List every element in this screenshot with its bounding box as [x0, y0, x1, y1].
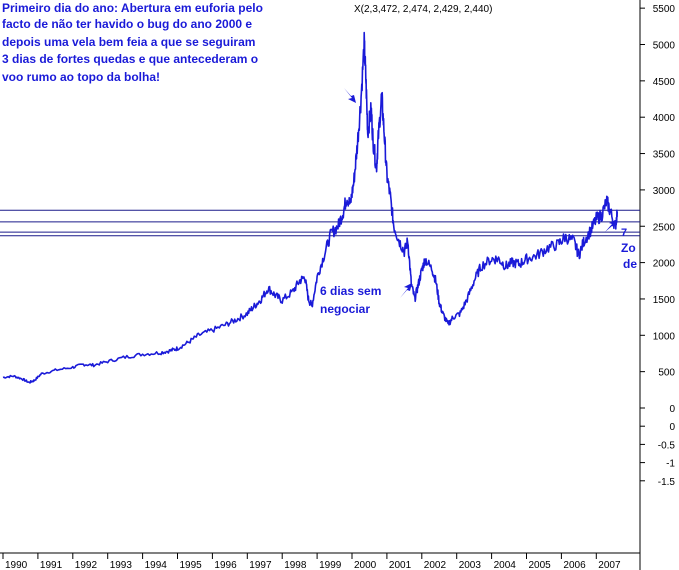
price-series — [2, 31, 618, 384]
y-tick-label: 3000 — [653, 186, 676, 197]
annotation-line: voo rumo ao topo da bolha! — [2, 70, 160, 84]
y-tick-label: 0 — [669, 422, 675, 433]
y-tick-label: 2000 — [653, 259, 676, 270]
x-tick-label: 1995 — [180, 560, 203, 570]
zone-mark: 7 — [621, 227, 627, 239]
mid-annotation: 6 dias sem negociar — [320, 284, 381, 316]
x-axis-ticks: 1990 1991 1992 1993 1994 1995 1996 1997 1998 1999… — [2, 553, 621, 570]
annotation-line: Zo — [621, 241, 636, 255]
x-tick-label: 1990 — [5, 560, 28, 570]
x-tick-label: 2005 — [529, 560, 552, 570]
x-tick-label: 2007 — [598, 560, 621, 570]
price-line — [2, 31, 618, 384]
y-tick-label: 4000 — [653, 113, 676, 124]
y-tick-label: 3500 — [653, 150, 676, 161]
x-tick-label: 2001 — [389, 560, 412, 570]
arrow-icon — [605, 220, 616, 232]
top-left-annotation: Primeiro dia do ano: Abertura em euforia… — [2, 1, 263, 84]
y-tick-label: 500 — [658, 368, 675, 379]
y-tick-label: 1000 — [653, 331, 676, 342]
annotation-line: depois uma vela bem feia a que se seguir… — [2, 35, 255, 49]
annotation-arrows — [344, 88, 616, 298]
y-tick-label: 0 — [669, 404, 675, 415]
arrow-icon — [344, 88, 356, 103]
x-tick-label: 1993 — [110, 560, 133, 570]
x-tick-label: 1991 — [40, 560, 63, 570]
x-tick-label: 1994 — [145, 560, 168, 570]
x-tick-label: 1999 — [319, 560, 342, 570]
y-axis-ticks: 5500500045004000350030002500200015001000… — [640, 4, 675, 488]
y-tick-label: 4500 — [653, 77, 676, 88]
annotation-line: negociar — [320, 302, 370, 316]
y-tick-label: -1 — [666, 459, 675, 470]
x-tick-label: 2004 — [494, 560, 517, 570]
annotation-line: Primeiro dia do ano: Abertura em euforia… — [2, 1, 263, 15]
plot-frame — [0, 0, 641, 570]
y-tick-label: 5500 — [653, 4, 676, 15]
x-tick-label: 2000 — [354, 560, 377, 570]
y-tick-label: 2500 — [653, 222, 676, 233]
horizontal-levels — [0, 209, 640, 237]
x-tick-label: 2006 — [563, 560, 586, 570]
y-tick-label: 5000 — [653, 41, 676, 52]
ohlc-readout: X(2,3,472, 2,474, 2,429, 2,440) — [354, 4, 492, 15]
x-tick-label: 2002 — [424, 560, 447, 570]
x-tick-label: 1998 — [284, 560, 307, 570]
x-tick-label: 1992 — [75, 560, 98, 570]
x-tick-label: 2003 — [459, 560, 482, 570]
y-tick-label: -1.5 — [658, 477, 676, 488]
x-tick-label: 1997 — [249, 560, 272, 570]
annotation-line: facto de não ter havido o bug do ano 200… — [2, 17, 252, 31]
y-tick-label: 1500 — [653, 295, 676, 306]
y-tick-label: -0.5 — [658, 440, 676, 451]
annotation-line: 6 dias sem — [320, 284, 381, 298]
annotation-line: 3 dias de fortes quedas e que antecedera… — [2, 52, 258, 66]
annotation-line: de — [623, 257, 637, 271]
right-annotation: Zo de 7 — [621, 227, 637, 271]
arrow-icon — [400, 283, 412, 298]
x-tick-label: 1996 — [214, 560, 237, 570]
